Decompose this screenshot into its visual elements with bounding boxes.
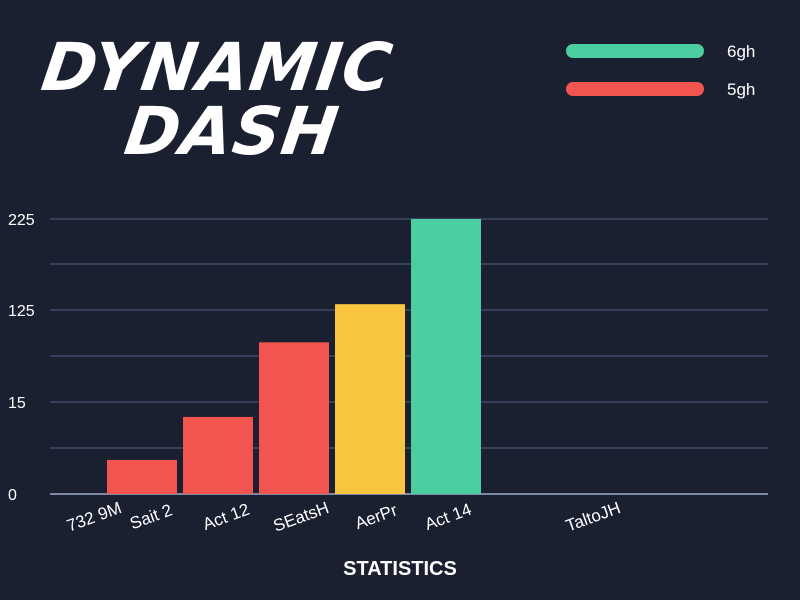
bar: [107, 459, 177, 494]
x-axis-ticks: 732 9M Sait 2 Act 12 SEatsH AerPr Act 14 Talto…: [64, 498, 623, 536]
x-tick-label: 732 9M: [64, 498, 124, 535]
x-tick-label: SEatsH: [271, 498, 332, 536]
x-tick-label: AerPr: [352, 500, 400, 533]
bar: [183, 416, 253, 494]
legend-label: 6gh: [727, 42, 755, 61]
legend: 6gh 5gh: [566, 42, 755, 99]
gridlines: [50, 218, 768, 495]
bar: [411, 219, 481, 494]
y-axis-ticks: 0 15 125 225: [8, 212, 35, 504]
legend-label: 5gh: [727, 80, 755, 99]
y-tick-label: 125: [8, 303, 35, 320]
x-tick-label: Sait 2: [127, 500, 174, 533]
x-tick-label: Act 14: [422, 500, 474, 534]
bar: [259, 342, 329, 494]
bar: [335, 304, 405, 494]
y-tick-label: 15: [8, 395, 26, 412]
y-tick-label: 0: [8, 487, 17, 504]
x-tick-label: Act 12: [200, 500, 252, 534]
y-tick-label: 225: [8, 212, 35, 229]
x-tick-label: TaltoJH: [563, 498, 623, 535]
x-axis-label: STATISTICS: [343, 558, 457, 580]
bars: [107, 219, 481, 494]
